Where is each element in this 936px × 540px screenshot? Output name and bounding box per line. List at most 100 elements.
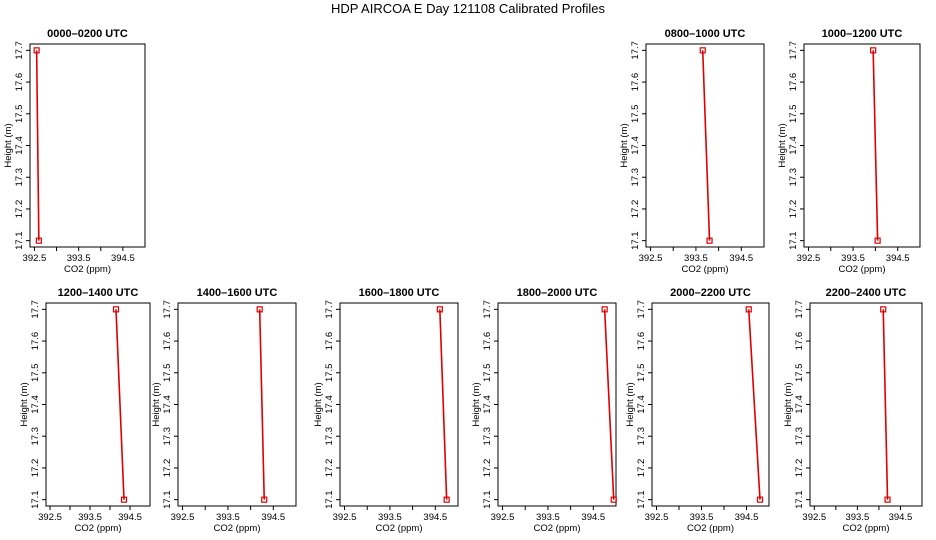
profile-line-5 [258,309,266,500]
y-tick-label-4-3: 17.3 [30,427,41,446]
data-point-8-2 [756,496,764,503]
x-axis-label-1: CO2 (ppm) [64,264,111,275]
y-tick-label-1-4: 17.4 [14,136,25,155]
x-tick-label-6-2: 393.5 [378,512,402,523]
x-tick-label-8-1: 392.5 [645,512,669,523]
data-point-1-2 [35,237,42,244]
y-tick-label-8-6: 17.6 [636,332,647,351]
y-tick-label-4-2: 17.2 [30,459,41,478]
y-tick-label-3-3: 17.3 [788,168,799,187]
data-point-3-1 [870,47,877,54]
x-tick-label-9-2: 393.5 [845,512,869,523]
x-axis-label-9: CO2 (ppm) [843,523,890,534]
x-axis-label-6: CO2 (ppm) [376,523,423,534]
y-tick-label-2-3: 17.3 [630,168,641,187]
x-axis-label-8: CO2 (ppm) [687,523,734,534]
y-tick-label-9-2: 17.2 [794,459,805,478]
y-tick-label-2-4: 17.4 [630,136,641,155]
x-axis-label-4: CO2 (ppm) [75,523,122,534]
y-tick-label-5-6: 17.6 [162,332,173,351]
y-tick-label-9-4: 17.4 [794,395,805,414]
data-point-7-1 [601,306,608,313]
y-axis-label-6: Height (m) [313,382,324,426]
y-tick-label-6-4: 17.4 [324,395,335,414]
profile-line-6 [439,309,448,500]
y-tick-label-1-3: 17.3 [14,168,25,187]
y-tick-label-7-6: 17.6 [482,332,493,351]
data-point-9-1 [880,306,887,313]
panel-title-7: 1800–2000 UTC [517,287,598,299]
panel-frame-1 [29,43,146,248]
data-point-3-2 [874,237,881,244]
panel-frame-7 [497,302,617,507]
y-tick-label-1-5: 17.5 [14,105,25,124]
panel-frame-9 [809,302,923,507]
x-tick-label-1-1: 392.5 [23,253,47,264]
y-tick-label-3-1: 17.1 [788,231,799,250]
y-tick-label-2-5: 17.5 [630,105,641,124]
y-tick-label-8-1: 17.1 [636,490,647,509]
y-tick-label-3-7: 17.7 [788,41,799,60]
y-tick-label-9-1: 17.1 [794,490,805,509]
y-tick-label-9-3: 17.3 [794,427,805,446]
y-tick-label-6-6: 17.6 [324,332,335,351]
data-point-1-1 [33,47,40,54]
panel-title-5: 1400–1600 UTC [197,287,278,299]
panel-title-2: 0800–1000 UTC [665,28,746,40]
x-tick-label-2-2: 393.5 [684,253,708,264]
x-tick-label-5-3: 394.5 [261,512,285,523]
y-tick-label-6-5: 17.5 [324,364,335,383]
x-tick-label-3-3: 394.5 [886,253,910,264]
y-tick-label-7-7: 17.7 [482,300,493,319]
y-tick-label-5-3: 17.3 [162,427,173,446]
data-point-4-1 [112,306,120,313]
y-tick-label-4-1: 17.1 [30,490,41,509]
y-tick-label-9-6: 17.6 [794,332,805,351]
y-axis-label-2: Height (m) [619,123,630,167]
y-tick-label-5-7: 17.7 [162,300,173,319]
profile-line-3 [872,50,879,241]
y-tick-label-3-4: 17.4 [788,136,799,155]
y-tick-label-8-4: 17.4 [636,395,647,414]
y-tick-label-4-5: 17.5 [30,364,41,383]
x-tick-label-5-2: 393.5 [216,512,240,523]
y-axis-label-9: Height (m) [783,382,794,426]
y-tick-label-7-1: 17.1 [482,490,493,509]
x-tick-label-8-3: 394.5 [735,512,759,523]
data-point-5-2 [261,496,268,503]
y-tick-label-5-1: 17.1 [162,490,173,509]
panel-title-8: 2000–2200 UTC [670,287,751,299]
x-tick-label-4-2: 393.5 [78,512,102,523]
y-axis-label-7: Height (m) [471,382,482,426]
profile-line-1 [35,50,40,241]
data-point-7-2 [610,496,617,503]
x-tick-label-1-2: 393.5 [67,253,91,264]
x-tick-label-9-1: 392.5 [802,512,826,523]
y-axis-label-1: Height (m) [3,123,14,167]
data-point-5-1 [256,306,263,313]
x-axis-label-5: CO2 (ppm) [214,523,261,534]
y-tick-label-6-3: 17.3 [324,427,335,446]
x-tick-label-2-1: 392.5 [639,253,663,264]
x-axis-label-2: CO2 (ppm) [682,264,729,275]
panel-frame-8 [651,302,770,507]
y-tick-label-6-2: 17.2 [324,459,335,478]
figure-title: HDP AIRCOA E Day 121108 Calibrated Profi… [330,1,606,16]
x-tick-label-5-1: 392.5 [171,512,195,523]
data-point-6-2 [443,496,450,503]
panel-title-9: 2200–2400 UTC [826,287,907,299]
y-tick-label-5-4: 17.4 [162,395,173,414]
y-tick-label-4-6: 17.6 [30,332,41,351]
y-axis-label-4: Height (m) [19,382,30,426]
data-point-2-1 [699,47,706,54]
y-tick-label-8-5: 17.5 [636,364,647,383]
data-point-2-2 [706,237,713,244]
panel-title-4: 1200–1400 UTC [58,287,139,299]
y-tick-label-3-5: 17.5 [788,105,799,124]
x-tick-label-3-1: 392.5 [797,253,821,264]
x-tick-label-4-3: 394.5 [118,512,142,523]
x-tick-label-2-3: 394.5 [729,253,753,264]
x-tick-label-7-2: 393.5 [536,512,560,523]
y-tick-label-4-7: 17.7 [30,300,41,319]
